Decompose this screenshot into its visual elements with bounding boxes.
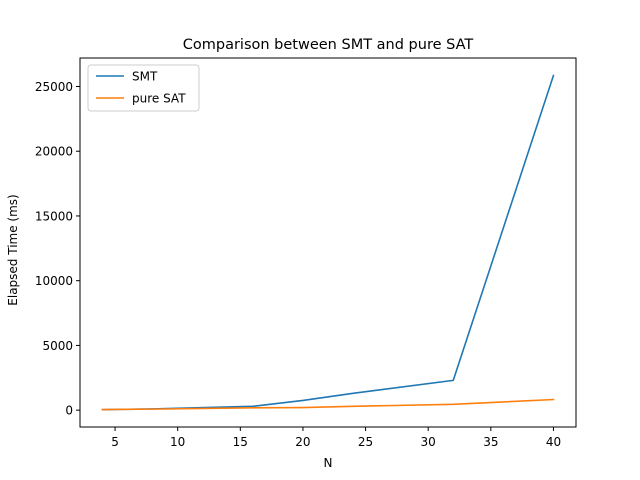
y-tick-label: 15000 bbox=[35, 209, 73, 223]
x-tick-label: 35 bbox=[483, 435, 498, 449]
y-tick-label: 5000 bbox=[42, 339, 73, 353]
axes-frame bbox=[79, 57, 577, 428]
y-tick-label: 20000 bbox=[35, 145, 73, 159]
chart-title: Comparison between SMT and pure SAT bbox=[183, 37, 474, 53]
x-tick-label: 30 bbox=[421, 435, 436, 449]
series-line-2 bbox=[101, 398, 555, 411]
x-axis-label: N bbox=[324, 456, 333, 470]
y-tick-label: 10000 bbox=[35, 274, 73, 288]
plot-area: 5 10 15 20 25 30 35 40 0 5000 10000 15000 20000 25000… bbox=[35, 57, 577, 449]
y-tick-label: 25000 bbox=[35, 80, 73, 94]
legend-label-2: pure SAT bbox=[132, 92, 186, 106]
x-tick-label: 5 bbox=[111, 435, 119, 449]
y-axis-label: Elapsed Time (ms) bbox=[6, 194, 20, 305]
x-tick-label: 20 bbox=[295, 435, 310, 449]
legend-label-1: SMT bbox=[132, 70, 158, 84]
x-tick-label: 25 bbox=[358, 435, 373, 449]
x-tick-label: 15 bbox=[233, 435, 248, 449]
x-tick-label: 10 bbox=[170, 435, 185, 449]
legend: SMT pure SAT bbox=[87, 64, 200, 112]
y-tick-label: 0 bbox=[65, 404, 73, 418]
x-tick-label: 40 bbox=[546, 435, 561, 449]
